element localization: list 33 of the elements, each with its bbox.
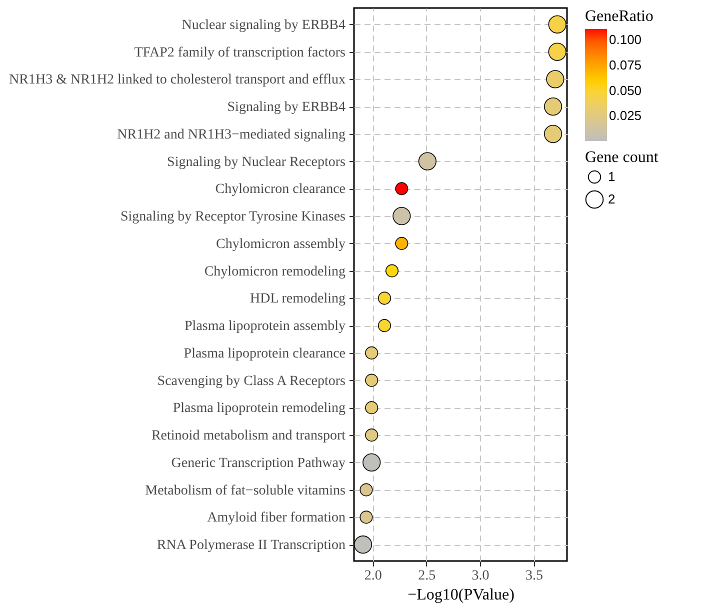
color-bar-label: 0.075 (609, 57, 642, 72)
legend-label: 1 (608, 169, 616, 184)
y-tick-label: HDL remodeling (250, 292, 346, 307)
legend-title: Gene count (585, 149, 659, 166)
y-tick-label: Plasma lipoprotein assembly (184, 319, 346, 334)
y-tick-label: Signaling by Receptor Tyrosine Kinases (120, 210, 346, 225)
y-tick-label: Chylomicron clearance (215, 182, 346, 198)
x-tick-label: 3.0 (472, 568, 490, 584)
y-tick-label: NR1H3 & NR1H2 linked to cholesterol transport and efflux (9, 72, 346, 88)
x-tick-label: 3.5 (525, 568, 543, 584)
y-tick-label: Amyloid fiber formation (207, 510, 346, 526)
y-tick-label: Generic Transcription Pathway (171, 456, 346, 471)
y-tick-label: Chylomicron assembly (216, 236, 346, 252)
y-tick-label: Retinoid metabolism and transport (151, 428, 346, 444)
y-tick-label: Chylomicron remodeling (204, 264, 346, 280)
y-tick-label: RNA Polymerase II Transcription (156, 538, 346, 554)
y-tick-label: Nuclear signaling by ERBB4 (182, 18, 346, 33)
x-tick-label: 2.0 (364, 568, 382, 584)
x-tick-label: 2.5 (418, 568, 436, 584)
y-tick-label: TFAP2 family of transcription factors (134, 45, 346, 60)
y-tick-label: Scavenging by Class A Receptors (157, 374, 346, 389)
y-tick-label: Plasma lipoprotein clearance (184, 346, 346, 362)
color-bar-label: 0.100 (609, 32, 642, 48)
color-bar-title: GeneRatio (585, 8, 654, 25)
legend-label: 2 (608, 192, 616, 206)
y-tick-label: NR1H2 and NR1H3−mediated signaling (117, 127, 346, 142)
y-tick-label: Metabolism of fat−soluble vitamins (145, 483, 346, 498)
color-bar-label: 0.025 (609, 108, 642, 124)
y-tick-label: Plasma lipoprotein remodeling (172, 401, 346, 416)
y-tick-label: Signaling by ERBB4 (227, 100, 346, 116)
y-tick-label: Signaling by Nuclear Receptors (167, 154, 346, 170)
color-bar-label: 0.050 (609, 82, 642, 98)
x-axis-title: −Log10(PValue) (408, 586, 514, 604)
